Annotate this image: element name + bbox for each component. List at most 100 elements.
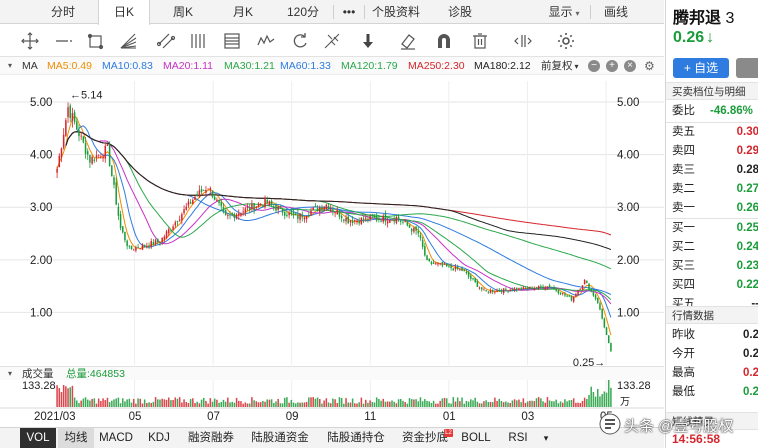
tab-boll[interactable]: BOLL: [461, 432, 491, 444]
tab-company-info[interactable]: 个股资料: [371, 5, 420, 19]
candle-body: [465, 271, 468, 274]
tab-ma[interactable]: 均线: [58, 428, 94, 448]
arrow-down-icon[interactable]: [358, 31, 378, 51]
candle-body: [583, 279, 586, 285]
candle-body: [463, 270, 466, 272]
volume-bar: [516, 400, 518, 407]
volume-axis-left: 133.28: [22, 380, 56, 392]
candle-body: [86, 151, 89, 155]
tab-120min[interactable]: 120分: [286, 5, 320, 19]
magnet-icon[interactable]: [434, 31, 454, 51]
candle-body: [362, 218, 365, 220]
zoom-out-icon[interactable]: −: [588, 60, 600, 72]
candle-body: [111, 165, 113, 177]
volume-bar: [378, 398, 380, 407]
tab-macd[interactable]: MACD: [99, 432, 133, 444]
cycle-icon[interactable]: [290, 31, 310, 51]
tab-hk-connect-holdings[interactable]: 陆股通持仓: [327, 432, 385, 444]
candle-body: [435, 263, 437, 265]
chevron-down-icon[interactable]: ▾: [543, 433, 549, 443]
bid-ask-ratio: 委比 -46.86%: [672, 105, 753, 117]
candle-body: [148, 245, 150, 247]
chevron-down-icon[interactable]: ▾: [8, 61, 13, 70]
eraser-icon[interactable]: [398, 31, 418, 51]
kline-chart[interactable]: 5.00 5.00 4.00 4.00 3.00 3.00 2.00 2.00 1.00 1.00…: [0, 75, 664, 427]
tab-hk-connect-funds[interactable]: 陆股通资金: [251, 432, 309, 444]
volume-bar: [93, 398, 96, 407]
volume-bar: [435, 403, 437, 407]
candle-body: [367, 219, 369, 221]
candle-body: [590, 288, 592, 292]
tab-more[interactable]: •••: [342, 5, 356, 19]
channel-icon[interactable]: [156, 31, 176, 51]
quote-value: 0.2: [743, 386, 758, 398]
chevron-down-icon[interactable]: ▾: [8, 369, 13, 378]
volume-bar: [200, 399, 203, 407]
candle-body: [187, 201, 190, 206]
draw-line-menu[interactable]: 画线: [603, 5, 628, 19]
add-watchlist-button[interactable]: + 自选: [673, 58, 729, 78]
volume-bar: [255, 401, 258, 407]
candle-body: [281, 208, 284, 213]
volume-header: ▾ 成交量 总量:464853: [0, 366, 664, 380]
expand-icon[interactable]: [512, 31, 532, 51]
candle-body: [476, 280, 479, 287]
tab-daily-k[interactable]: 日K: [98, 0, 150, 25]
candle-body: [183, 209, 185, 214]
candle-body: [93, 159, 96, 161]
wave-icon[interactable]: [256, 31, 276, 51]
volume-bar: [432, 400, 435, 407]
volume-bar: [426, 400, 428, 407]
candle-body: [292, 212, 295, 216]
fan-icon[interactable]: [118, 31, 138, 51]
volume-bar: [143, 399, 146, 407]
rectangle-icon[interactable]: [86, 31, 106, 51]
candle-body: [132, 249, 135, 251]
volume-bar: [189, 399, 192, 407]
tab-margin-trading[interactable]: 融资融券: [188, 432, 234, 444]
trash-icon[interactable]: [470, 31, 490, 51]
gear-icon[interactable]: ⚙: [644, 59, 655, 73]
volume-bar: [170, 400, 172, 407]
volume-bar: [467, 401, 470, 407]
candle-body: [415, 226, 417, 231]
parallel-lines-icon[interactable]: [188, 31, 208, 51]
tab-kdj[interactable]: KDJ: [148, 432, 170, 444]
ma-legend-title: MA: [22, 60, 38, 72]
volume-bar: [500, 400, 503, 407]
crosshair-icon[interactable]: [20, 31, 40, 51]
fibonacci-icon[interactable]: [222, 31, 242, 51]
tab-intraday[interactable]: 分时: [50, 5, 75, 19]
volume-bar: [323, 400, 325, 407]
candle-body: [564, 293, 566, 296]
candle-body: [524, 288, 527, 289]
adjust-selector[interactable]: 前复权 ▾: [541, 60, 579, 72]
tab-weekly-k[interactable]: 周K: [172, 5, 193, 19]
ask-level-label: 卖三: [672, 164, 695, 176]
volume-axis-right: 133.28: [617, 380, 651, 392]
candle-body: [397, 216, 400, 220]
candle-body: [213, 196, 216, 200]
settings-icon[interactable]: [556, 31, 576, 51]
gann-icon[interactable]: [322, 31, 342, 51]
volume-bar: [428, 401, 430, 407]
volume-bar: [384, 401, 387, 407]
volume-bar: [443, 397, 446, 407]
close-icon[interactable]: ×: [624, 60, 636, 72]
tab-bottom-fishing[interactable]: 资金抄底: [402, 432, 448, 444]
tab-monthly-k[interactable]: 月K: [232, 5, 253, 19]
volume-title: 成交量: [22, 368, 54, 380]
tab-diagnosis[interactable]: 诊股: [447, 5, 472, 19]
tab-rsi[interactable]: RSI: [508, 432, 528, 444]
secondary-button[interactable]: [736, 58, 758, 78]
zoom-in-icon[interactable]: +: [606, 60, 618, 72]
quote-panel: 腾邦退 3 0.26 ↓ + 自选 买卖档位与明细 委比 -46.86% 卖五 0.…: [665, 0, 758, 448]
volume-bar: [441, 398, 444, 407]
candle-body: [402, 221, 404, 223]
volume-bar: [395, 403, 398, 407]
volume-bar: [404, 401, 406, 407]
horizontal-line-icon[interactable]: [54, 31, 74, 51]
tab-vol[interactable]: VOL: [20, 428, 56, 448]
display-menu[interactable]: 显示 ▾: [548, 5, 580, 19]
volume-bar: [91, 398, 93, 407]
